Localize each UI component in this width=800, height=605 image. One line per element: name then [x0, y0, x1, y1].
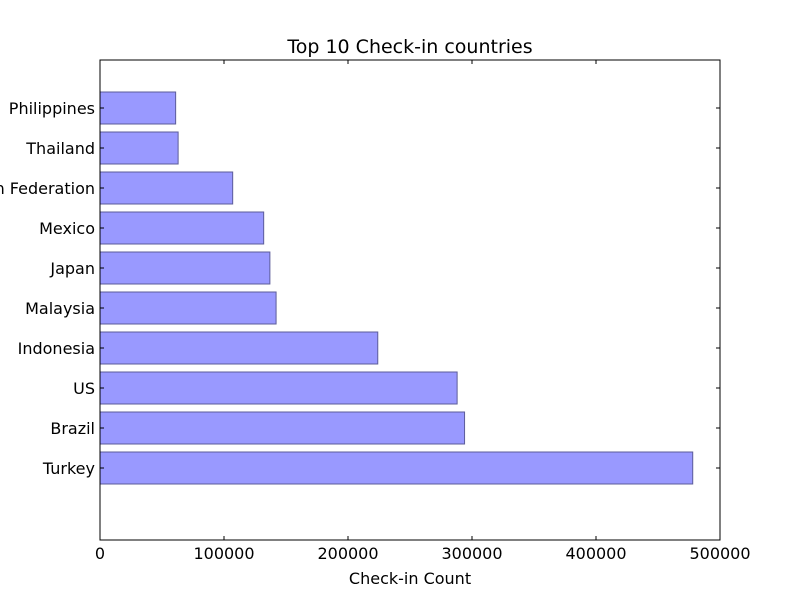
- bar: [99, 291, 277, 325]
- bars-layer: [99, 91, 694, 485]
- bar: [99, 211, 265, 245]
- x-tick-label: 100000: [193, 544, 254, 563]
- y-tick-label: Mexico: [39, 219, 95, 238]
- x-tick-label: 200000: [317, 544, 378, 563]
- chart-title: Top 10 Check-in countries: [286, 36, 532, 58]
- y-tick-label: Brazil: [50, 419, 95, 438]
- bar: [99, 131, 179, 165]
- bar: [99, 251, 271, 285]
- x-tick-label: 400000: [565, 544, 626, 563]
- bar: [99, 411, 466, 445]
- x-axis-label: Check-in Count: [349, 569, 471, 588]
- y-tick-label: Thailand: [25, 139, 95, 158]
- bar: [99, 331, 379, 365]
- y-tick-label: Turkey: [42, 459, 95, 478]
- x-tick-label: 500000: [689, 544, 750, 563]
- axes-layer: Philippines Thailand Russian Federation Mex…: [0, 60, 751, 563]
- bar: [99, 451, 694, 485]
- y-tick-label: Indonesia: [18, 339, 95, 358]
- y-tick-label: Russian Federation: [0, 179, 95, 198]
- x-tick-label: 300000: [441, 544, 502, 563]
- y-tick-label: Malaysia: [25, 299, 95, 318]
- x-tick-label: 0: [95, 544, 105, 563]
- bar: [99, 91, 177, 125]
- y-tick-label: Japan: [49, 259, 95, 278]
- bar: [99, 371, 458, 405]
- bar: [99, 171, 234, 205]
- plot-frame: [99, 59, 721, 541]
- y-tick-label: US: [73, 379, 95, 398]
- y-tick-label: Philippines: [9, 99, 95, 118]
